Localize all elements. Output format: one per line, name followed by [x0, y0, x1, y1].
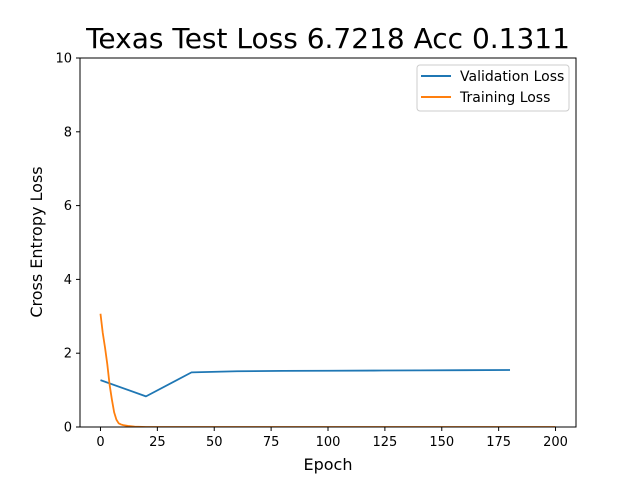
y-tick-label: 10	[55, 52, 72, 67]
legend-label-training: Training Loss	[459, 90, 550, 106]
x-tick-label: 100	[316, 435, 341, 450]
legend-label-validation: Validation Loss	[460, 69, 564, 85]
plot-area	[99, 313, 556, 427]
x-tick-label: 175	[486, 435, 511, 450]
axes-frame	[79, 57, 577, 428]
legend-box	[416, 64, 570, 112]
y-tick-label: 2	[64, 347, 72, 362]
x-tick-label: 200	[543, 435, 568, 450]
x-axis-label: Epoch	[304, 455, 353, 474]
y-tick-label: 6	[64, 199, 72, 214]
series-line-validation-loss	[100, 369, 511, 398]
x-tick-label: 125	[372, 435, 397, 450]
x-tick-label: 150	[429, 435, 454, 450]
legend: Validation Loss Training Loss	[416, 64, 570, 112]
y-tick-label: 0	[64, 421, 72, 436]
series-line-training-loss	[99, 313, 556, 427]
axis-ticks: 0 25 50 75 100 125 150 175 200 0 2 4 6 8 10	[55, 52, 567, 451]
y-tick-label: 4	[64, 273, 72, 288]
x-tick-label: 25	[149, 435, 166, 450]
x-tick-label: 50	[206, 435, 223, 450]
y-axis-label: Cross Entropy Loss	[27, 166, 46, 317]
x-tick-label: 75	[263, 435, 280, 450]
chart-title: Texas Test Loss 6.7218 Acc 0.1311	[85, 22, 570, 55]
x-tick-label: 0	[96, 435, 104, 450]
y-tick-label: 8	[64, 125, 72, 140]
